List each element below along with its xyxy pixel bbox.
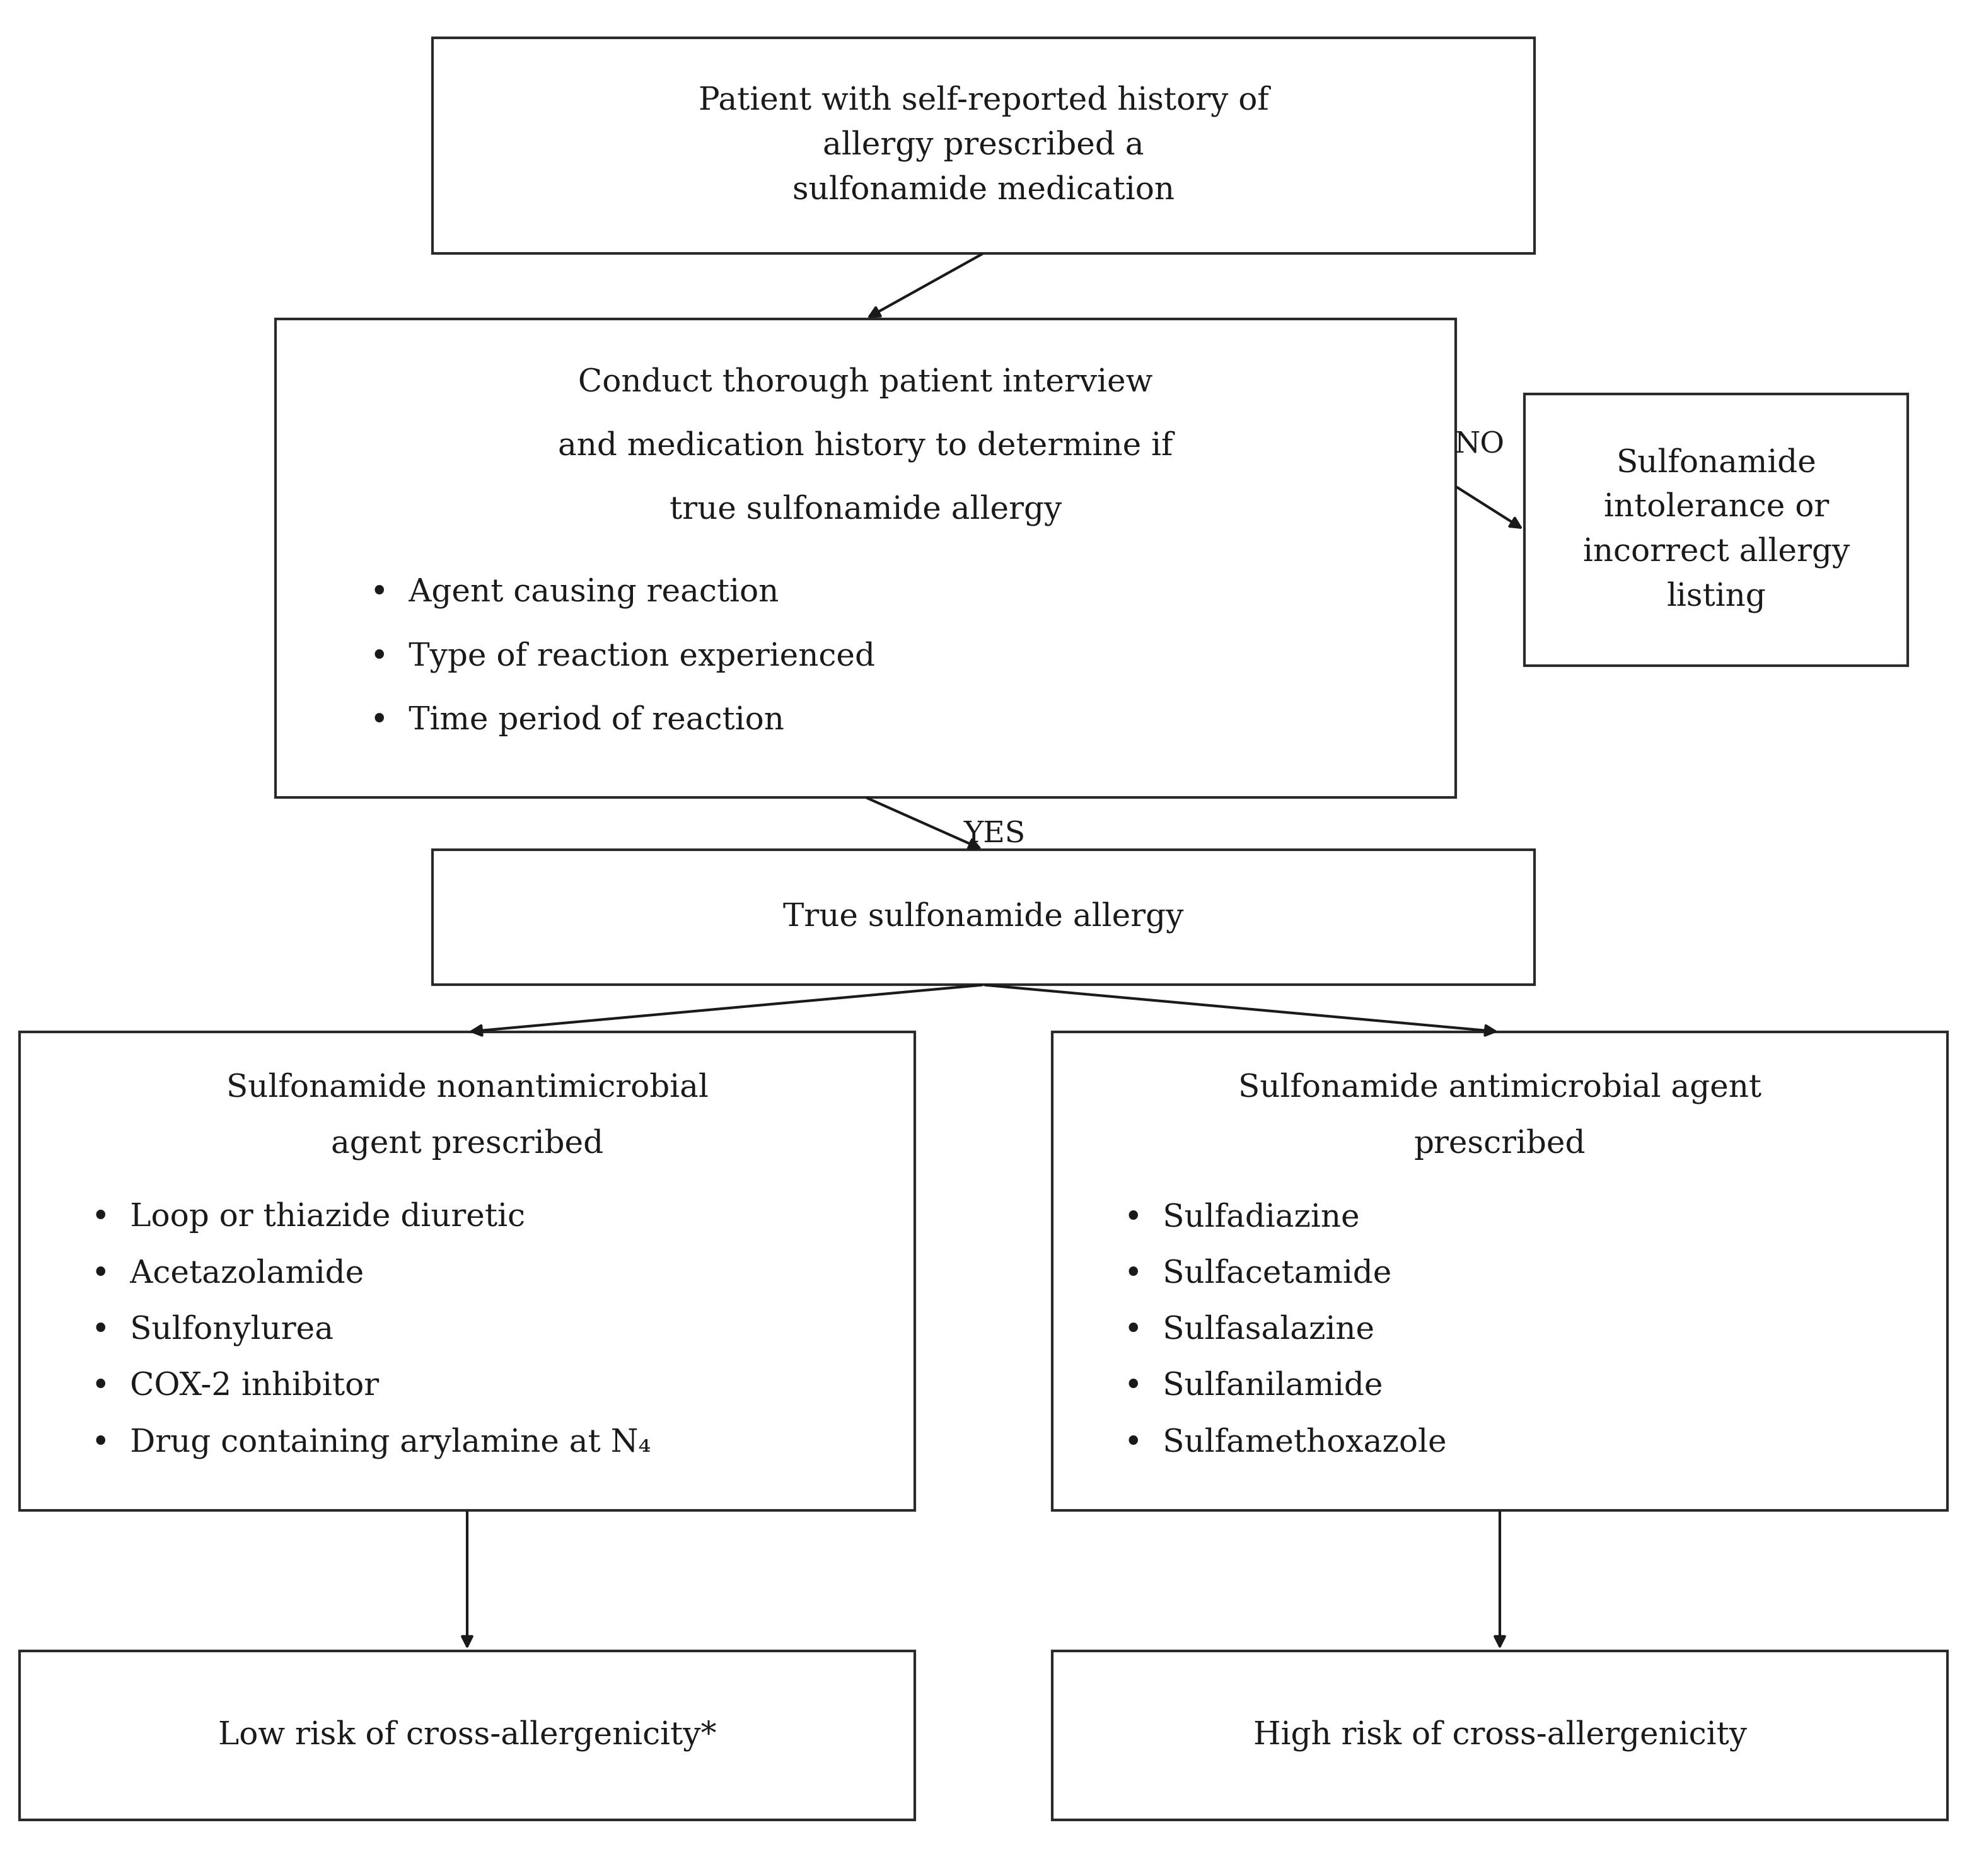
- Text: Low risk of cross-allergenicity*: Low risk of cross-allergenicity*: [218, 1720, 716, 1750]
- Text: and medication history to determine if: and medication history to determine if: [559, 431, 1172, 461]
- Text: Sulfonamide
intolerance or
incorrect allergy
listing: Sulfonamide intolerance or incorrect all…: [1583, 446, 1849, 613]
- Text: •  Sulfasalazine: • Sulfasalazine: [1123, 1315, 1375, 1345]
- Text: true sulfonamide allergy: true sulfonamide allergy: [669, 495, 1062, 525]
- Bar: [275, 319, 1456, 797]
- Text: •  Sulfacetamide: • Sulfacetamide: [1123, 1259, 1391, 1289]
- Bar: [1052, 1651, 1947, 1820]
- Text: Patient with self-reported history of
allergy prescribed a
sulfonamide medicatio: Patient with self-reported history of al…: [698, 84, 1269, 206]
- Text: •  Acetazolamide: • Acetazolamide: [90, 1259, 364, 1289]
- Text: Conduct thorough patient interview: Conduct thorough patient interview: [578, 368, 1153, 398]
- Text: •  Sulfadiazine: • Sulfadiazine: [1123, 1203, 1359, 1233]
- Text: High risk of cross-allergenicity: High risk of cross-allergenicity: [1253, 1720, 1747, 1750]
- Bar: [1052, 1032, 1947, 1510]
- Text: Sulfonamide antimicrobial agent: Sulfonamide antimicrobial agent: [1237, 1073, 1762, 1103]
- Text: •  Time period of reaction: • Time period of reaction: [370, 705, 785, 737]
- Text: •  Type of reaction experienced: • Type of reaction experienced: [370, 642, 875, 673]
- Text: YES: YES: [964, 820, 1025, 850]
- Text: agent prescribed: agent prescribed: [330, 1129, 604, 1159]
- Bar: [433, 38, 1534, 253]
- Bar: [433, 850, 1534, 985]
- Text: NO: NO: [1454, 431, 1505, 460]
- Text: •  Sulfonylurea: • Sulfonylurea: [90, 1315, 332, 1345]
- Text: •  Drug containing arylamine at N₄: • Drug containing arylamine at N₄: [90, 1428, 651, 1458]
- Text: •  Sulfanilamide: • Sulfanilamide: [1123, 1371, 1383, 1401]
- Text: prescribed: prescribed: [1414, 1129, 1585, 1159]
- Bar: [20, 1032, 915, 1510]
- Text: Sulfonamide nonantimicrobial: Sulfonamide nonantimicrobial: [226, 1073, 708, 1103]
- Text: •  Agent causing reaction: • Agent causing reaction: [370, 578, 779, 610]
- Bar: [1524, 394, 1908, 666]
- Text: •  Sulfamethoxazole: • Sulfamethoxazole: [1123, 1428, 1446, 1458]
- Text: •  COX-2 inhibitor: • COX-2 inhibitor: [90, 1371, 380, 1401]
- Text: True sulfonamide allergy: True sulfonamide allergy: [783, 902, 1184, 932]
- Bar: [20, 1651, 915, 1820]
- Text: •  Loop or thiazide diuretic: • Loop or thiazide diuretic: [90, 1203, 525, 1233]
